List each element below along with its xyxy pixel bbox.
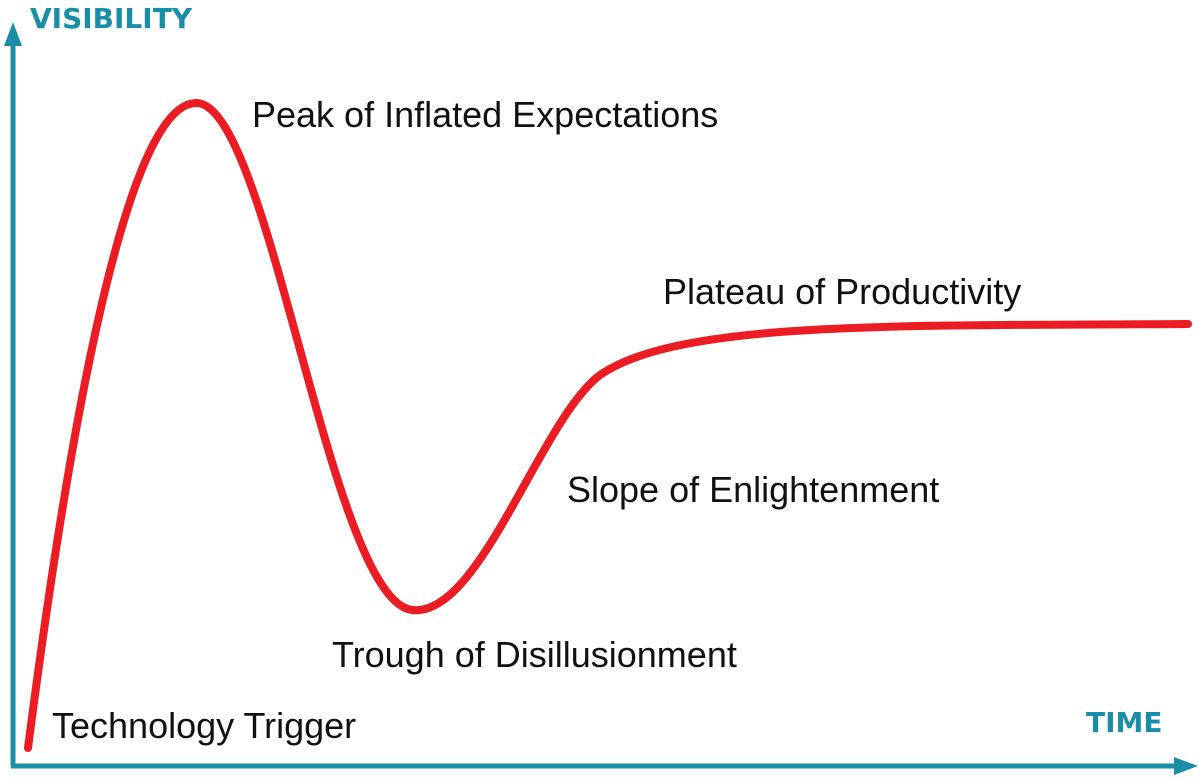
y-axis-label: VISIBILITY [30, 2, 193, 35]
x-axis-label: TIME [1086, 706, 1163, 739]
axes [10, 36, 1184, 769]
hype-curve [24, 98, 1192, 752]
y-axis-arrow [4, 22, 22, 46]
phase-label: Plateau of Productivity [663, 271, 1021, 312]
phase-label: Peak of Inflated Expectations [252, 94, 718, 135]
x-axis-arrow [1174, 757, 1198, 775]
phase-label: Slope of Enlightenment [567, 469, 939, 510]
phase-label: Trough of Disillusionment [332, 634, 737, 675]
phase-label: Technology Trigger [52, 705, 356, 746]
